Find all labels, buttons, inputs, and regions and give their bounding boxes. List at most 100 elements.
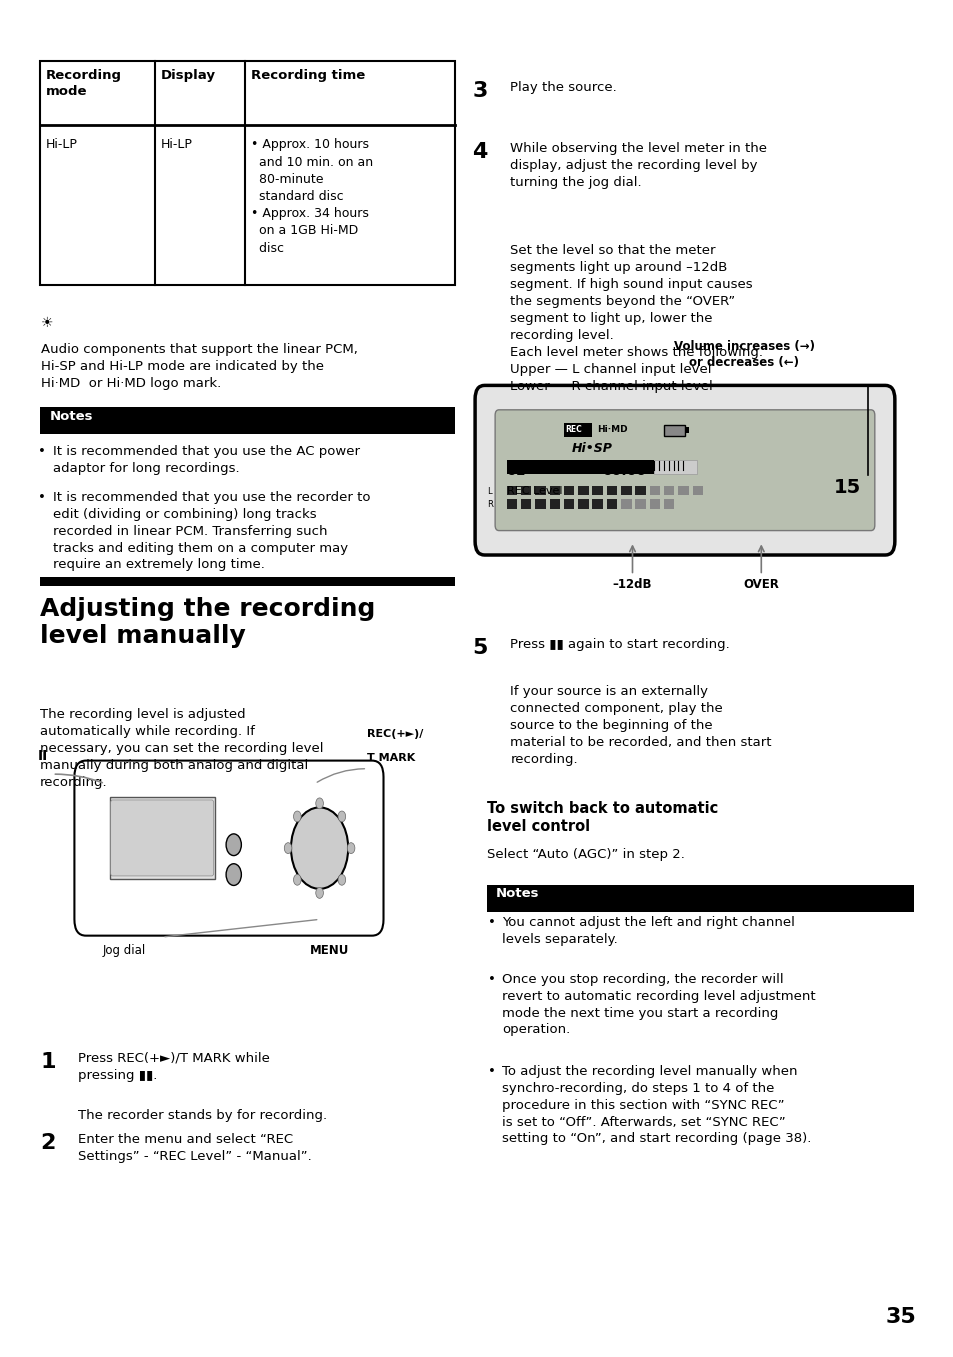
Circle shape xyxy=(315,887,323,898)
Text: Volume increases (→)
or decreases (←): Volume increases (→) or decreases (←) xyxy=(673,341,814,369)
Text: Hi•SP: Hi•SP xyxy=(571,442,612,456)
Text: L: L xyxy=(487,487,492,495)
Text: Hi-LP: Hi-LP xyxy=(46,138,77,152)
Bar xyxy=(520,486,531,495)
Bar xyxy=(606,486,617,495)
Text: •: • xyxy=(38,445,46,459)
Text: Notes: Notes xyxy=(496,887,539,901)
Text: 00:00: 00:00 xyxy=(601,464,645,478)
FancyBboxPatch shape xyxy=(495,410,874,531)
Text: Jog dial: Jog dial xyxy=(102,944,146,957)
Text: 5: 5 xyxy=(472,638,487,658)
Circle shape xyxy=(337,874,345,885)
Bar xyxy=(635,499,645,509)
Text: 15: 15 xyxy=(833,478,861,497)
Circle shape xyxy=(291,807,348,889)
Bar xyxy=(535,486,545,495)
Text: –12dB: –12dB xyxy=(612,578,652,592)
Text: 3: 3 xyxy=(472,81,487,102)
Bar xyxy=(635,486,645,495)
Text: •: • xyxy=(488,1065,496,1079)
Circle shape xyxy=(294,811,301,822)
Bar xyxy=(506,460,654,474)
FancyBboxPatch shape xyxy=(111,801,213,877)
Text: 35: 35 xyxy=(884,1307,915,1327)
Bar xyxy=(692,486,702,495)
Text: 2: 2 xyxy=(40,1133,55,1153)
Text: Press REC(+►)/T MARK while
pressing ▮▮.: Press REC(+►)/T MARK while pressing ▮▮. xyxy=(78,1052,270,1082)
Bar xyxy=(40,407,455,434)
Text: Press ▮▮ again to start recording.: Press ▮▮ again to start recording. xyxy=(510,638,729,651)
Text: Notes: Notes xyxy=(50,410,93,423)
Text: MENU: MENU xyxy=(309,944,349,957)
Bar xyxy=(506,486,517,495)
Text: II: II xyxy=(38,749,48,763)
Text: 1: 1 xyxy=(40,1052,55,1072)
Bar xyxy=(684,427,688,433)
Bar xyxy=(620,499,631,509)
Text: REC Level: REC Level xyxy=(506,486,561,495)
Bar xyxy=(40,61,455,285)
Circle shape xyxy=(337,811,345,822)
Bar xyxy=(654,460,697,474)
Text: Select “Auto (AGC)” in step 2.: Select “Auto (AGC)” in step 2. xyxy=(486,848,683,862)
Bar xyxy=(620,486,631,495)
Text: Recording time: Recording time xyxy=(251,69,365,83)
Text: While observing the level meter in the
display, adjust the recording level by
tu: While observing the level meter in the d… xyxy=(510,142,766,190)
Text: Enter the menu and select “REC
Settings” - “REC Level” - “Manual”.: Enter the menu and select “REC Settings”… xyxy=(78,1133,312,1163)
Text: You cannot adjust the left and right channel
levels separately.: You cannot adjust the left and right cha… xyxy=(501,916,794,946)
Text: Display: Display xyxy=(160,69,215,83)
Text: R: R xyxy=(487,501,493,509)
Bar xyxy=(663,425,684,436)
Text: Recording
mode: Recording mode xyxy=(46,69,122,98)
Circle shape xyxy=(315,798,323,809)
Bar xyxy=(578,486,588,495)
Text: OVER: OVER xyxy=(742,578,779,592)
Bar xyxy=(549,499,559,509)
Bar xyxy=(578,499,588,509)
Bar xyxy=(486,885,913,912)
Bar xyxy=(592,499,602,509)
Text: If your source is an externally
connected component, play the
source to the begi: If your source is an externally connecte… xyxy=(510,685,771,767)
Bar xyxy=(649,499,659,509)
Bar xyxy=(649,486,659,495)
Text: 01: 01 xyxy=(506,464,525,478)
Bar xyxy=(40,577,455,586)
Bar xyxy=(110,797,214,879)
Bar xyxy=(535,499,545,509)
FancyBboxPatch shape xyxy=(475,385,894,555)
Text: To switch back to automatic
level control: To switch back to automatic level contro… xyxy=(486,801,717,833)
Text: •: • xyxy=(38,491,46,505)
Text: Set the level so that the meter
segments light up around –12dB
segment. If high : Set the level so that the meter segments… xyxy=(510,244,762,394)
Bar xyxy=(520,499,531,509)
Circle shape xyxy=(226,833,241,855)
Text: Hi-LP: Hi-LP xyxy=(160,138,192,152)
Text: Play the source.: Play the source. xyxy=(510,81,617,95)
Text: T MARK: T MARK xyxy=(367,753,416,763)
Text: •: • xyxy=(488,916,496,930)
FancyBboxPatch shape xyxy=(74,760,383,936)
Circle shape xyxy=(294,874,301,885)
Bar xyxy=(506,499,517,509)
Bar xyxy=(549,486,559,495)
Text: • Approx. 10 hours
  and 10 min. on an
  80-minute
  standard disc
• Approx. 34 : • Approx. 10 hours and 10 min. on an 80-… xyxy=(251,138,373,255)
Text: Once you stop recording, the recorder will
revert to automatic recording level a: Once you stop recording, the recorder wi… xyxy=(501,973,815,1037)
Text: ☀: ☀ xyxy=(41,316,53,330)
Text: Hi·MD: Hi·MD xyxy=(597,425,627,434)
Text: Audio components that support the linear PCM,
Hi-SP and Hi-LP mode are indicated: Audio components that support the linear… xyxy=(41,343,357,391)
Bar xyxy=(606,499,617,509)
Bar xyxy=(592,486,602,495)
Circle shape xyxy=(347,843,355,854)
Text: It is recommended that you use the recorder to
edit (dividing or combining) long: It is recommended that you use the recor… xyxy=(53,491,371,571)
Text: To adjust the recording level manually when
synchro-recording, do steps 1 to 4 o: To adjust the recording level manually w… xyxy=(501,1065,810,1145)
Text: Adjusting the recording
level manually: Adjusting the recording level manually xyxy=(40,597,375,647)
Bar xyxy=(563,423,592,437)
Text: 4: 4 xyxy=(472,142,487,163)
Text: It is recommended that you use the AC power
adaptor for long recordings.: It is recommended that you use the AC po… xyxy=(53,445,360,475)
Text: REC: REC xyxy=(564,425,581,434)
Text: The recording level is adjusted
automatically while recording. If
necessary, you: The recording level is adjusted automati… xyxy=(40,708,323,790)
Bar xyxy=(663,499,674,509)
Circle shape xyxy=(284,843,292,854)
Bar xyxy=(678,486,688,495)
Bar xyxy=(563,499,574,509)
